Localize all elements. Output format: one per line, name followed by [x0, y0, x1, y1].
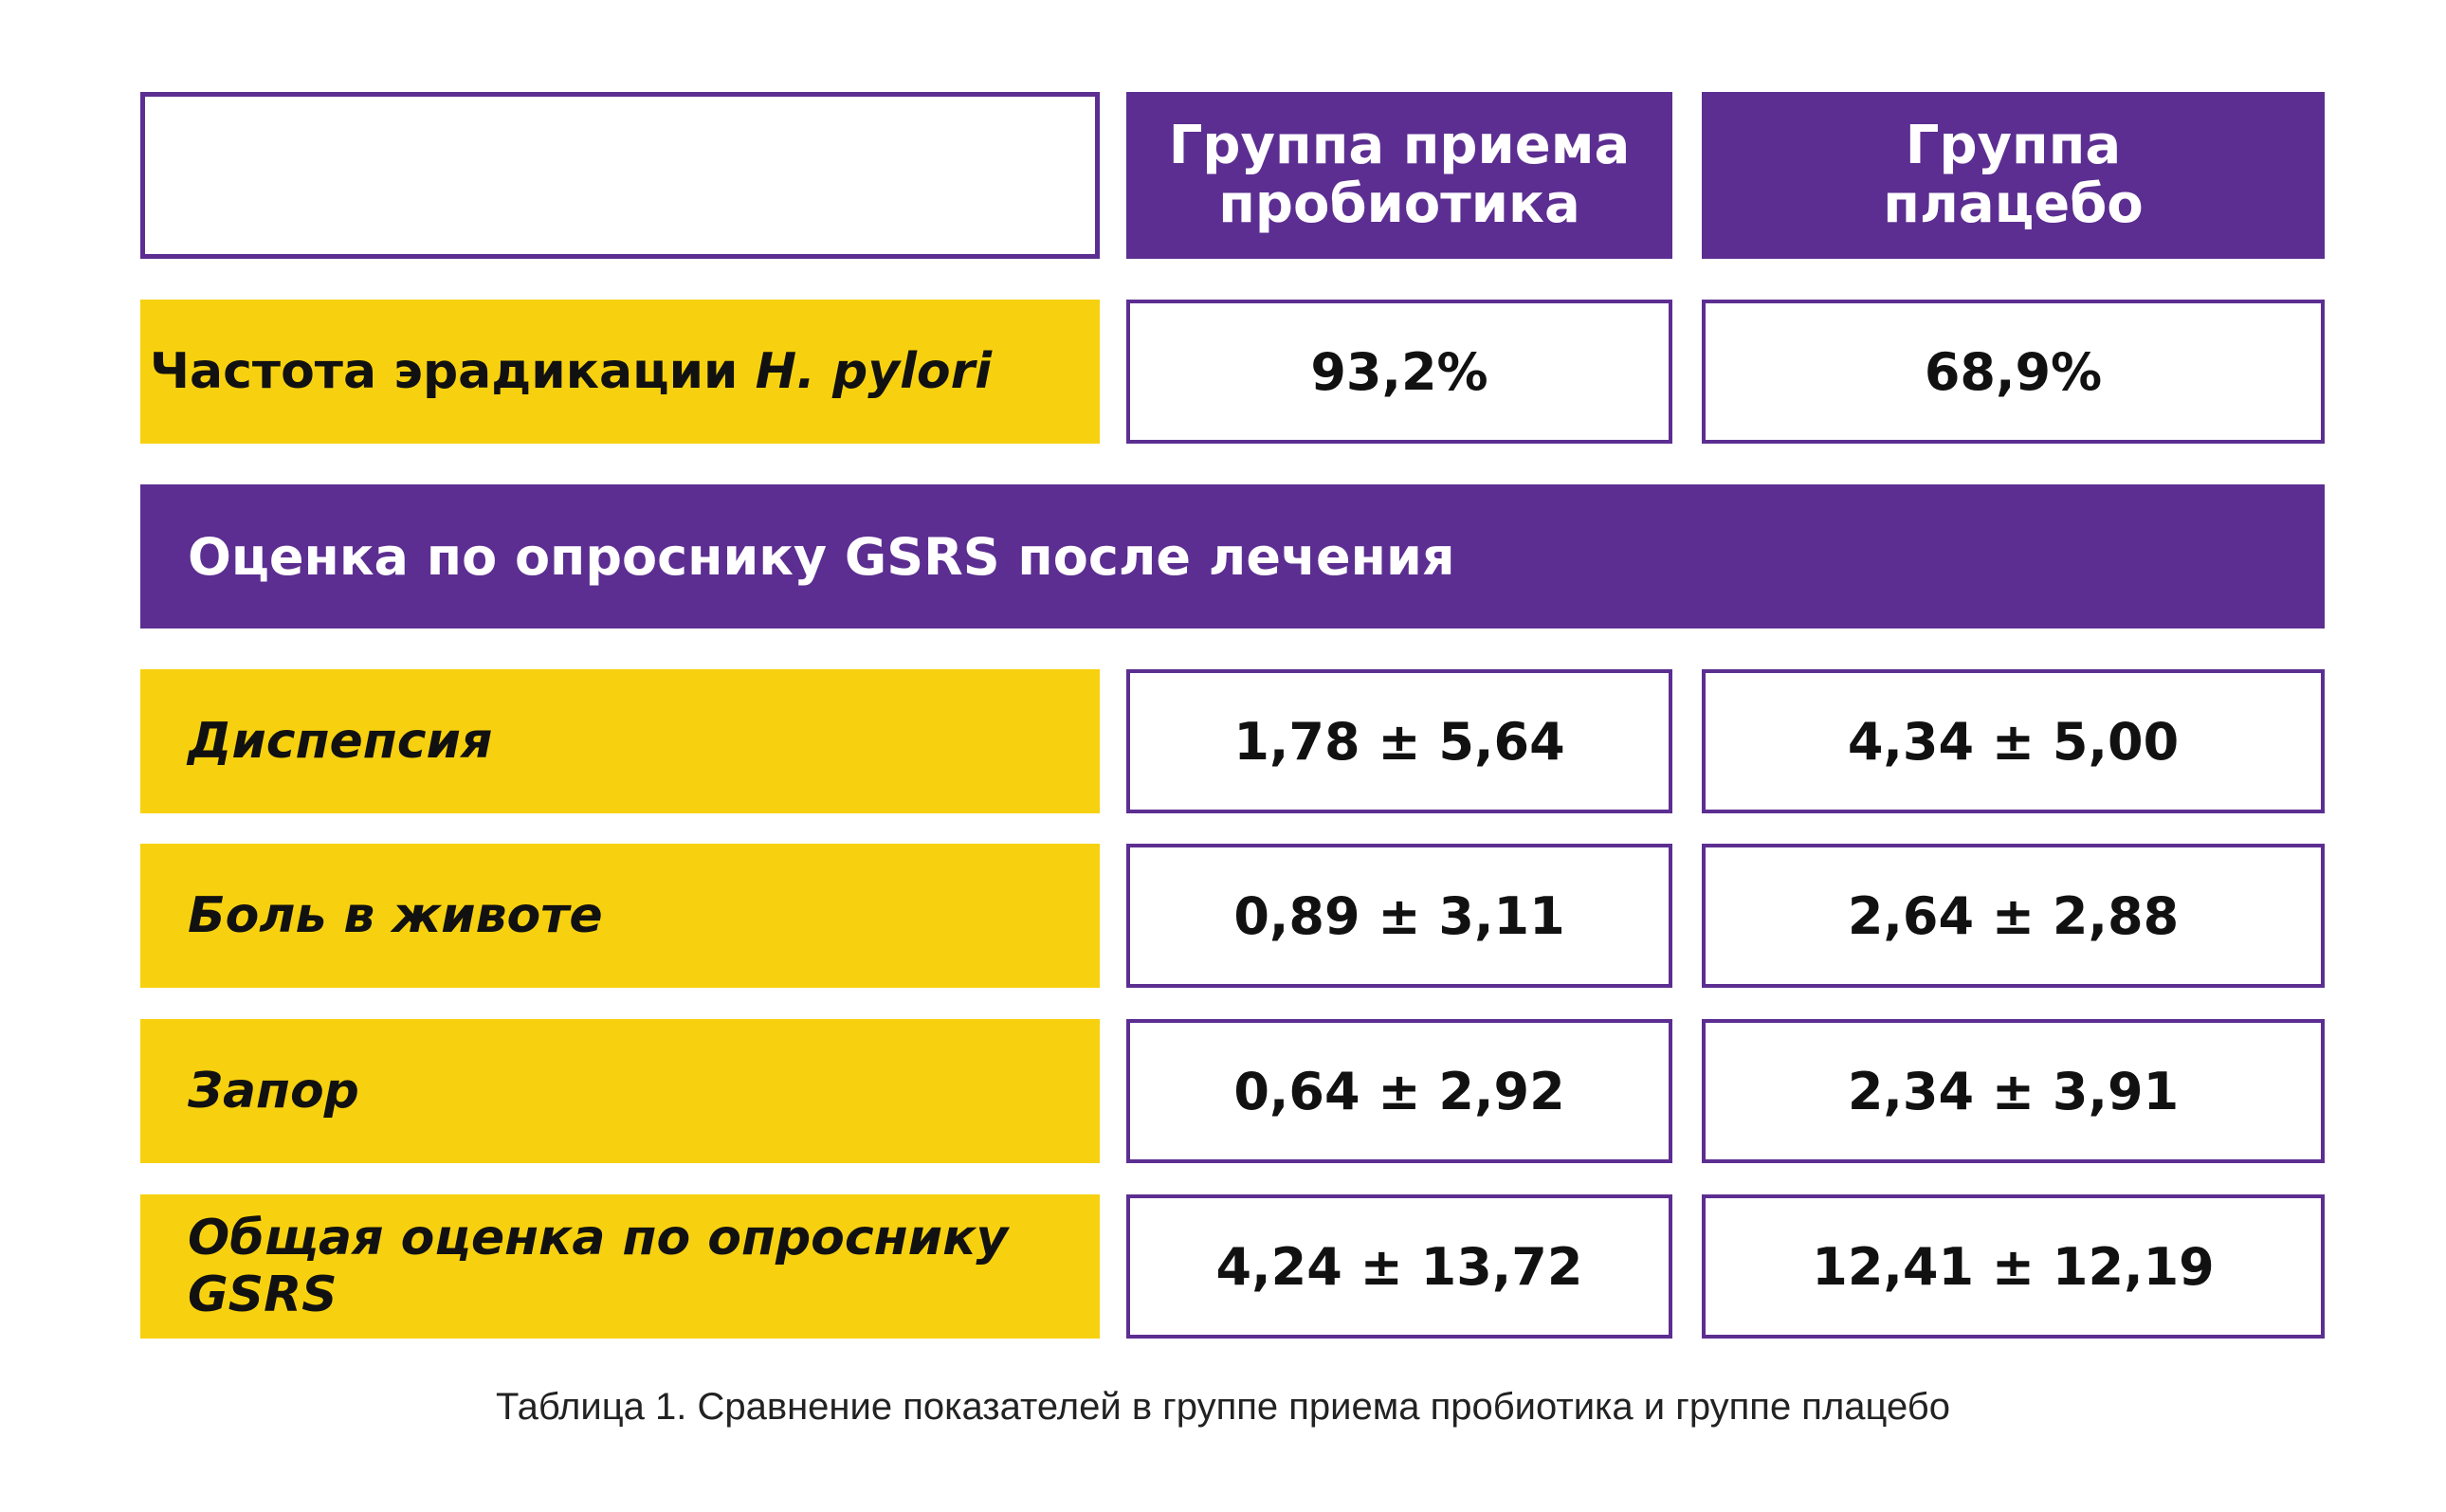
gsrs-section-title: Оценка по опроснику GSRS после лечения [140, 484, 2325, 628]
eradication-probiotic-value: 93,2% [1126, 300, 1672, 444]
header-probiotic-line1: Группа приема [1168, 115, 1631, 176]
row-constipation-placebo: 2,34 ± 3,91 [1702, 1019, 2325, 1163]
eradication-label-main: Частота эрадикации [150, 343, 756, 400]
row-label-dyspepsia: Диспепсия [140, 669, 1100, 813]
eradication-label-species: H. pylori [755, 343, 993, 400]
row-label-abdominal-pain: Боль в животе [140, 844, 1100, 988]
row-abdominal-pain-probiotic: 0,89 ± 3,11 [1126, 844, 1672, 988]
row-label-total-gsrs: Общая оценка по опроснику GSRS [140, 1194, 1100, 1339]
row-constipation-probiotic: 0,64 ± 2,92 [1126, 1019, 1672, 1163]
row-abdominal-pain-placebo: 2,64 ± 2,88 [1702, 844, 2325, 988]
table-caption: Таблица 1. Сравнение показателей в групп… [496, 1386, 1950, 1428]
eradication-placebo-value: 68,9% [1702, 300, 2325, 444]
eradication-label: Частота эрадикации H. pylori [140, 300, 1100, 444]
empty-header-cell [140, 92, 1100, 259]
header-placebo-line2: плацебо [1883, 173, 2144, 235]
row-dyspepsia-placebo: 4,34 ± 5,00 [1702, 669, 2325, 813]
row-total-gsrs-placebo: 12,41 ± 12,19 [1702, 1194, 2325, 1339]
header-placebo-line1: Группа [1905, 115, 2122, 176]
row-dyspepsia-probiotic: 1,78 ± 5,64 [1126, 669, 1672, 813]
header-probiotic-line2: пробиотика [1218, 173, 1580, 235]
header-placebo-group: Группа плацебо [1702, 92, 2325, 259]
row-total-gsrs-probiotic: 4,24 ± 13,72 [1126, 1194, 1672, 1339]
row-label-constipation: Запор [140, 1019, 1100, 1163]
header-probiotic-group: Группа приема пробиотика [1126, 92, 1672, 259]
